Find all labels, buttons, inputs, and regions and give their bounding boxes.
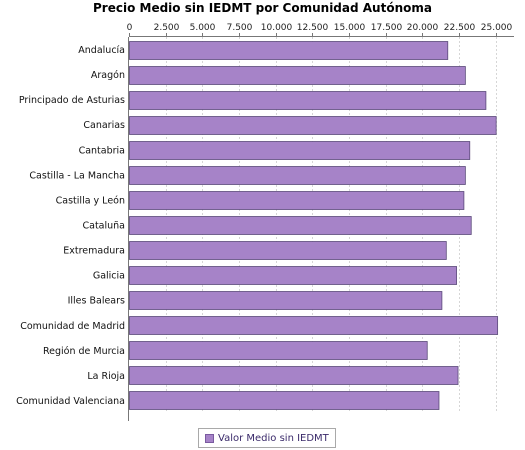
category-label: Illes Balears [68, 296, 125, 307]
category-label: Cataluña [82, 221, 125, 232]
bar [129, 241, 447, 260]
bar [129, 166, 466, 185]
bar [129, 191, 465, 210]
bar [129, 391, 440, 410]
category-label: Castilla - La Mancha [29, 170, 125, 181]
bar [129, 141, 471, 160]
bars [129, 41, 499, 410]
x-tick-label: 5.000 [190, 23, 216, 33]
bar [129, 116, 497, 135]
category-label: Cantabria [79, 145, 125, 156]
bar [129, 91, 487, 110]
bar [129, 216, 472, 235]
category-label: La Rioja [87, 371, 125, 382]
category-label: Galicia [93, 271, 125, 282]
x-tick-label: 2.500 [154, 23, 180, 33]
category-label: Extremadura [63, 246, 125, 257]
bar [129, 41, 449, 60]
category-label: Canarias [83, 120, 125, 131]
bar [129, 66, 466, 85]
category-label: Andalucía [78, 45, 125, 56]
category-labels: Andalucía Aragón Principado de Asturias Can… [16, 45, 125, 407]
legend: Valor Medio sin IEDMT [198, 428, 336, 448]
legend-swatch [205, 433, 214, 443]
bar [129, 291, 443, 310]
x-tick-label: 7.500 [227, 23, 253, 33]
legend-label: Valor Medio sin IEDMT [218, 432, 329, 444]
x-axis: 0 2.500 5.000 7.500 10.000 12.500 15.000 17.500… [127, 23, 514, 421]
bar [129, 266, 457, 285]
category-label: Principado de Asturias [19, 95, 125, 106]
x-tick-label: 10.000 [261, 23, 293, 33]
category-label: Castilla y León [56, 195, 125, 206]
chart-title: Precio Medio sin IEDMT por Comunidad Aut… [93, 1, 432, 15]
x-tick-label: 0 [127, 23, 133, 33]
x-tick-label: 17.500 [371, 23, 403, 33]
x-tick-label: 25.000 [481, 23, 513, 33]
category-label: Comunidad Valenciana [16, 396, 125, 407]
category-label: Comunidad de Madrid [20, 321, 125, 332]
category-label: Aragón [91, 70, 125, 81]
bar [129, 366, 459, 385]
category-label: Región de Murcia [43, 346, 125, 357]
x-tick-label: 12.500 [297, 23, 329, 33]
x-tick-label: 22.500 [444, 23, 476, 33]
x-tick-label: 15.000 [334, 23, 366, 33]
bar [129, 316, 499, 335]
x-tick-label: 20.000 [407, 23, 439, 33]
bar [129, 341, 428, 360]
